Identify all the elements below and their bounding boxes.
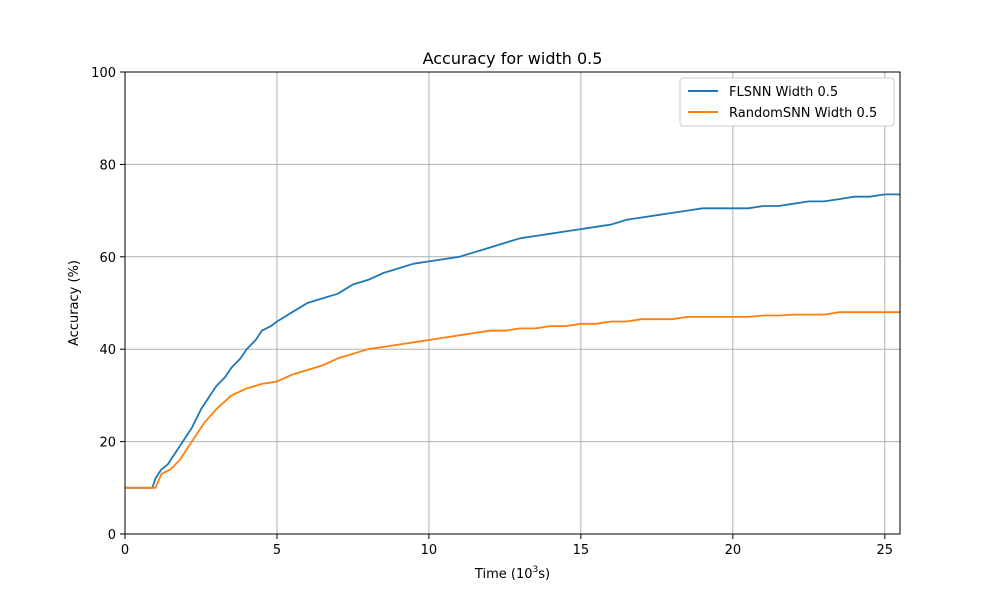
chart-title: Accuracy for width 0.5: [423, 49, 603, 68]
x-tick-label: 15: [573, 543, 590, 558]
legend-label-randomsnn: RandomSNN Width 0.5: [729, 106, 877, 121]
y-tick-label: 40: [99, 343, 116, 358]
y-tick-label: 100: [91, 66, 116, 81]
x-tick-label: 25: [877, 543, 894, 558]
x-tick-label: 0: [121, 543, 129, 558]
legend: FLSNN Width 0.5 RandomSNN Width 0.5: [679, 77, 895, 127]
x-tick-label: 10: [421, 543, 438, 558]
x-tick-label: 20: [725, 543, 742, 558]
y-tick-label: 60: [99, 251, 116, 266]
y-tick-label: 80: [99, 158, 116, 173]
legend-box: [679, 77, 895, 127]
series-layer: [125, 193, 900, 489]
legend-label-flsnn: FLSNN Width 0.5: [729, 85, 838, 100]
y-tick-label: 20: [99, 436, 116, 451]
x-tick-label: 5: [273, 543, 281, 558]
y-tick-label: 0: [108, 528, 116, 543]
x-axis-label-superscript: 3: [532, 565, 538, 575]
plot-frame: [124, 71, 901, 535]
x-axis-label-tail: s): [538, 567, 550, 582]
x-axis-label: Time (103s): [474, 565, 550, 582]
series-line-0: [125, 193, 900, 489]
y-axis-label: Accuracy (%): [67, 260, 82, 346]
ticks: 0 5 10 15 20 25 0 20 40 60 80 100: [91, 66, 893, 558]
x-axis-label-main: Time (10: [474, 567, 533, 582]
series-line-1: [125, 311, 900, 489]
